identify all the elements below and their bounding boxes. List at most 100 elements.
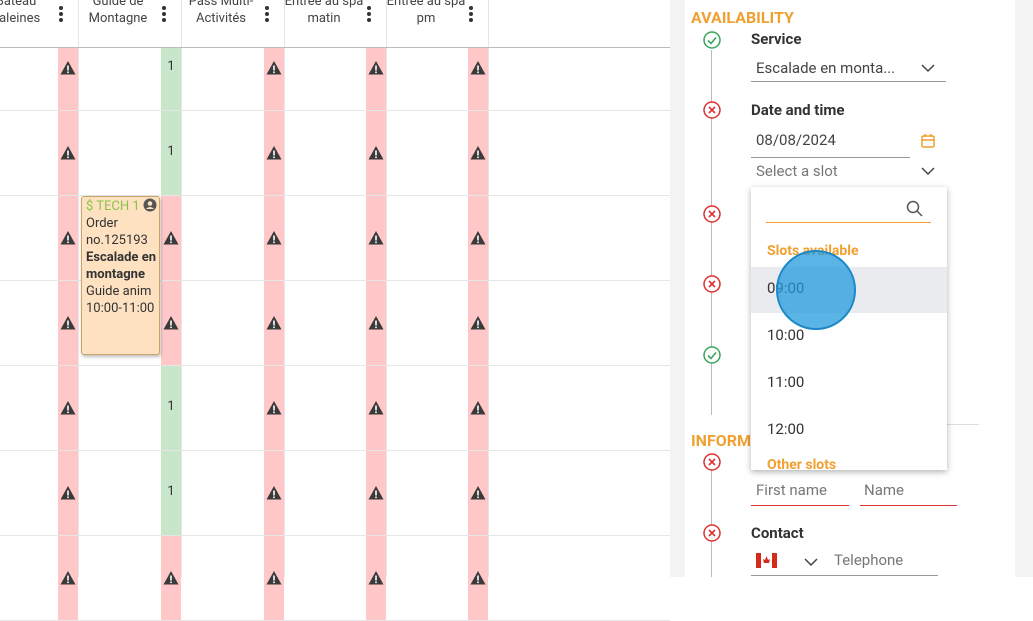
warning-icon [368,230,384,244]
step-status-icon [703,346,721,364]
column-header[interactable]: Pass Multi-Activités [188,0,254,26]
column-line [386,0,387,577]
card-order: Order no.125193 [86,216,148,248]
timeline [711,470,712,577]
service-value[interactable]: Escalade en monta... [756,59,896,77]
chevron[interactable] [803,556,819,568]
warning-icon [266,400,282,414]
column-header[interactable]: Bateau baleines [0,0,41,26]
warning-icon [368,145,384,159]
row-line [0,450,670,451]
chevron[interactable] [920,165,936,177]
service-label: Service [751,30,802,48]
column-menu[interactable] [161,5,167,23]
card-activity: Escalade en montagne [86,250,156,282]
slot-count: 1 [167,58,175,74]
availability-title: AVAILABILITY [691,8,794,27]
column-header[interactable]: Entrée au spa matin [284,0,364,26]
column-line [78,0,79,577]
column-line [181,0,182,577]
card-resource: Guide anim [86,284,152,299]
other-slots-header: Other slots [767,457,837,470]
contact-label: Contact [751,524,804,542]
slot-select[interactable]: Select a slot [756,162,838,180]
availability-strip [161,48,181,110]
warning-icon [368,60,384,74]
first-name-input[interactable]: First name [756,481,827,499]
user-icon [143,198,157,212]
row-line [0,535,670,536]
warning-icon [60,570,76,584]
warning-icon [163,570,179,584]
column-header[interactable]: Entrée au spa pm [386,0,466,26]
column-line [488,0,489,577]
warning-icon [266,485,282,499]
slot-option[interactable]: 10:00 [767,326,805,344]
column-menu[interactable] [468,5,474,23]
chevron[interactable] [920,62,936,74]
date-label: Date and time [751,101,845,119]
warning-icon [163,230,179,244]
warning-icon [266,60,282,74]
warning-icon [60,145,76,159]
telephone-input[interactable]: Telephone [834,551,904,569]
warning-icon [470,60,486,74]
availability-strip [264,48,284,110]
warning-icon [60,315,76,329]
warning-icon [470,400,486,414]
card-tag: $ TECH 1 [86,199,140,214]
panel-edge [1015,0,1033,577]
warning-icon [470,230,486,244]
name-input[interactable]: Name [864,481,904,499]
step-status-icon [703,205,721,223]
booking-card[interactable]: $ TECH 1 Order no.125193 Escalade en mon… [81,196,160,355]
warning-icon [368,400,384,414]
column-line [284,0,285,577]
flag-canada[interactable] [756,553,777,568]
row-line [0,195,670,196]
availability-strip [161,366,181,450]
warning-icon [163,315,179,329]
row-line [0,365,670,366]
availability-strip [161,111,181,195]
underline [751,157,910,158]
date-value[interactable]: 08/08/2024 [756,131,836,149]
column-header[interactable]: Guide de Montagne [88,0,148,26]
slot-option[interactable]: 11:00 [767,373,805,391]
warning-icon [470,315,486,329]
warning-icon [60,230,76,244]
panel-gutter [670,0,685,577]
warning-icon [60,485,76,499]
card-time: 10:00-11:00 [86,301,155,316]
warning-icon [266,570,282,584]
warning-icon [470,570,486,584]
slot-count: 1 [167,483,175,499]
warning-icon [368,315,384,329]
warning-icon [266,145,282,159]
warning-icon [60,400,76,414]
header-line [0,47,670,48]
availability-strip [58,48,78,110]
step-status-icon [703,101,721,119]
step-status-icon [703,31,721,49]
availability-strip [468,48,488,110]
step-status-icon [703,275,721,293]
warning-icon [266,315,282,329]
column-menu[interactable] [264,5,270,23]
underline [860,505,957,506]
slot-option[interactable]: 12:00 [767,420,805,438]
underline [751,505,849,506]
step-status-icon [703,524,721,542]
column-menu[interactable] [58,5,64,23]
search-icon [906,200,923,217]
slot-count: 1 [167,398,175,414]
warning-icon [470,145,486,159]
warning-icon [470,485,486,499]
calendar-icon[interactable] [921,133,935,148]
column-menu[interactable] [366,5,372,23]
warning-icon [60,60,76,74]
timeline [711,50,712,415]
availability-strip [161,451,181,535]
